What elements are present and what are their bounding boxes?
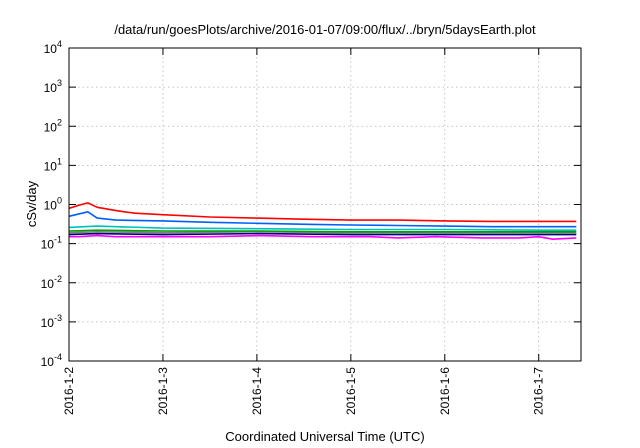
series-line (69, 234, 577, 240)
y-tick-label: 10-4 (41, 352, 62, 369)
y-tick-label: 10-3 (41, 313, 62, 330)
y-axis-label: cSv/day (24, 180, 39, 227)
series-group (68, 202, 577, 240)
x-tick-labels: 2016-1-2 2016-1-3 2016-1-4 2016-1-5 2016-1-6… (62, 367, 546, 415)
series-line (68, 231, 577, 234)
series-line (68, 211, 577, 228)
x-tick-label: 2016-1-2 (62, 367, 76, 415)
grid (69, 48, 581, 361)
x-tick-label: 2016-1-6 (438, 367, 452, 415)
chart-title: /data/run/goesPlots/archive/2016-01-07/0… (114, 22, 536, 37)
y-tick-label: 10-2 (41, 274, 62, 291)
y-tick-label: 103 (44, 78, 62, 95)
y-tick-label: 102 (44, 117, 62, 134)
y-tick-label: 104 (44, 39, 62, 56)
series-line (68, 229, 577, 233)
ticks (68, 47, 581, 362)
y-tick-label: 100 (44, 196, 62, 213)
y-tick-label: 10-1 (41, 235, 62, 252)
x-tick-label: 2016-1-4 (250, 367, 264, 415)
x-tick-label: 2016-1-7 (532, 367, 546, 415)
series-line (68, 225, 577, 231)
x-axis-label: Coordinated Universal Time (UTC) (225, 429, 424, 444)
series-line (68, 232, 577, 236)
y-tick-labels: 10-4 10-3 10-2 10-1 100 101 102 103 104 (41, 39, 62, 369)
x-tick-label: 2016-1-3 (156, 367, 170, 415)
y-tick-label: 101 (44, 156, 62, 173)
x-tick-label: 2016-1-5 (344, 367, 358, 415)
series-line (68, 202, 577, 223)
